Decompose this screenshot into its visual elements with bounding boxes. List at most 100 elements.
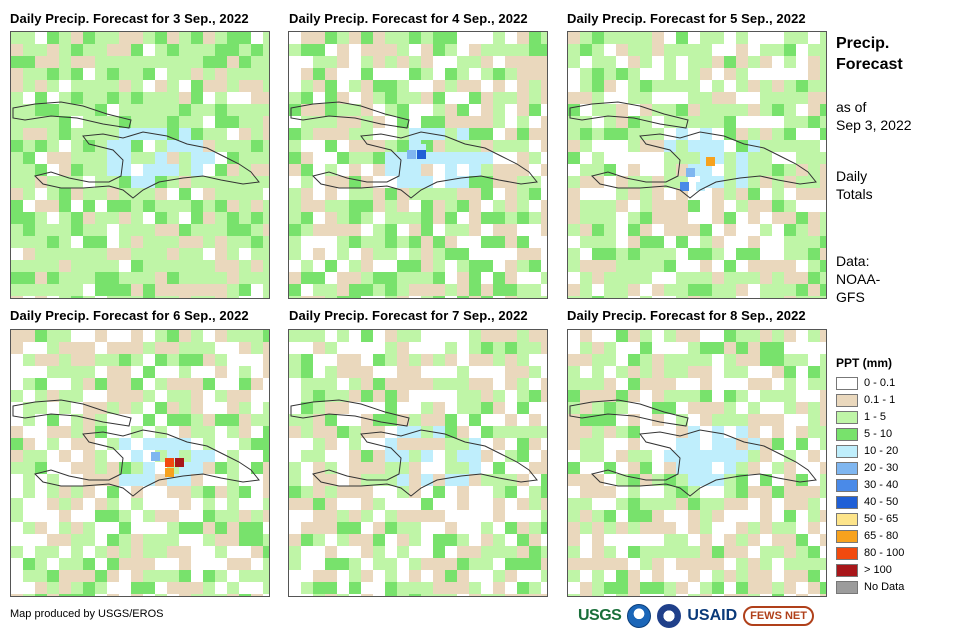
cuba-coastline — [569, 399, 689, 427]
precip-cell — [421, 80, 433, 92]
precip-cell — [83, 546, 95, 558]
precip-cell — [517, 140, 529, 152]
precip-cell — [11, 534, 23, 546]
precip-cell — [71, 534, 83, 546]
precip-cell — [541, 200, 547, 212]
legend-item: 0.1 - 1 — [836, 392, 895, 408]
precip-cell — [724, 582, 736, 594]
precip-cell — [433, 164, 445, 176]
precip-cell — [640, 354, 652, 366]
precip-cell — [517, 426, 529, 438]
precip-cell — [772, 366, 784, 378]
precip-cell — [772, 594, 784, 596]
precip-cell — [203, 188, 215, 200]
precip-cell — [215, 366, 227, 378]
precip-cell — [71, 510, 83, 522]
precip-cell — [337, 68, 349, 80]
legend-item: 65 - 80 — [836, 528, 898, 544]
precip-cell — [385, 390, 397, 402]
precip-cell — [59, 402, 71, 414]
precip-cell — [289, 68, 301, 80]
precip-cell — [748, 56, 760, 68]
precip-cell — [203, 56, 215, 68]
precip-cell — [688, 402, 700, 414]
precip-cell — [385, 284, 397, 296]
precip-cell — [83, 378, 95, 390]
precip-cell — [263, 104, 269, 116]
precip-cell — [604, 522, 616, 534]
precip-cell — [11, 366, 23, 378]
precip-cell — [313, 426, 325, 438]
precip-cell — [493, 342, 505, 354]
precip-cell — [820, 272, 826, 284]
precip-cell — [652, 390, 664, 402]
legend-title: PPT (mm) — [836, 356, 893, 370]
precip-cell — [107, 366, 119, 378]
precip-cell — [119, 236, 131, 248]
precip-cell — [203, 330, 215, 342]
precip-cell — [155, 104, 167, 116]
precip-cell — [760, 296, 772, 298]
precip-cell — [289, 330, 301, 342]
legend-label: 5 - 10 — [864, 428, 893, 440]
precip-cell — [676, 330, 688, 342]
precip-cell — [469, 212, 481, 224]
precip-cell — [640, 272, 652, 284]
precip-cell — [119, 522, 131, 534]
precip-cell — [167, 296, 179, 298]
precip-cell — [784, 438, 796, 450]
precip-cell — [59, 44, 71, 56]
precip-cell — [349, 44, 361, 56]
precip-cell — [167, 582, 179, 594]
precip-cell — [664, 164, 676, 176]
precip-cell — [772, 486, 784, 498]
precip-cell — [481, 116, 493, 128]
precip-cell — [313, 582, 325, 594]
precip-cell — [664, 272, 676, 284]
precip-cell — [628, 342, 640, 354]
precip-cell — [676, 296, 688, 298]
precip-cell — [616, 486, 628, 498]
precip-cell — [796, 140, 808, 152]
precip-cell — [541, 68, 547, 80]
precip-cell — [239, 296, 251, 298]
precip-cell — [724, 462, 736, 474]
precip-cell — [772, 330, 784, 342]
precip-cell — [251, 534, 263, 546]
precip-cell — [433, 224, 445, 236]
precip-cell — [652, 236, 664, 248]
precip-cell — [712, 498, 724, 510]
precip-cell — [760, 462, 772, 474]
precip-cell — [505, 594, 517, 596]
precip-cell — [191, 128, 203, 140]
precip-cell — [640, 510, 652, 522]
precip-cell — [83, 462, 95, 474]
precip-cell — [568, 56, 580, 68]
precip-cell — [263, 546, 269, 558]
precip-cell — [433, 128, 445, 140]
precip-cell — [301, 80, 313, 92]
precip-cell — [131, 570, 143, 582]
precip-cell — [541, 378, 547, 390]
precip-cell — [289, 236, 301, 248]
precip-cell — [493, 486, 505, 498]
precip-cell — [796, 212, 808, 224]
precip-cell — [748, 176, 760, 188]
precip-cell — [712, 68, 724, 80]
precip-cell — [493, 248, 505, 260]
precip-cell — [592, 200, 604, 212]
precip-cell — [143, 546, 155, 558]
precip-cell — [373, 272, 385, 284]
precip-cell — [616, 80, 628, 92]
precip-cell — [457, 450, 469, 462]
precip-cell — [47, 570, 59, 582]
precip-cell — [263, 260, 269, 272]
precip-cell — [541, 342, 547, 354]
precip-cell — [616, 546, 628, 558]
precip-cell — [772, 116, 784, 128]
precip-cell — [47, 486, 59, 498]
precip-cell — [131, 366, 143, 378]
precip-cell — [541, 236, 547, 248]
legend-label: 10 - 20 — [864, 445, 899, 457]
precip-cell — [71, 558, 83, 570]
